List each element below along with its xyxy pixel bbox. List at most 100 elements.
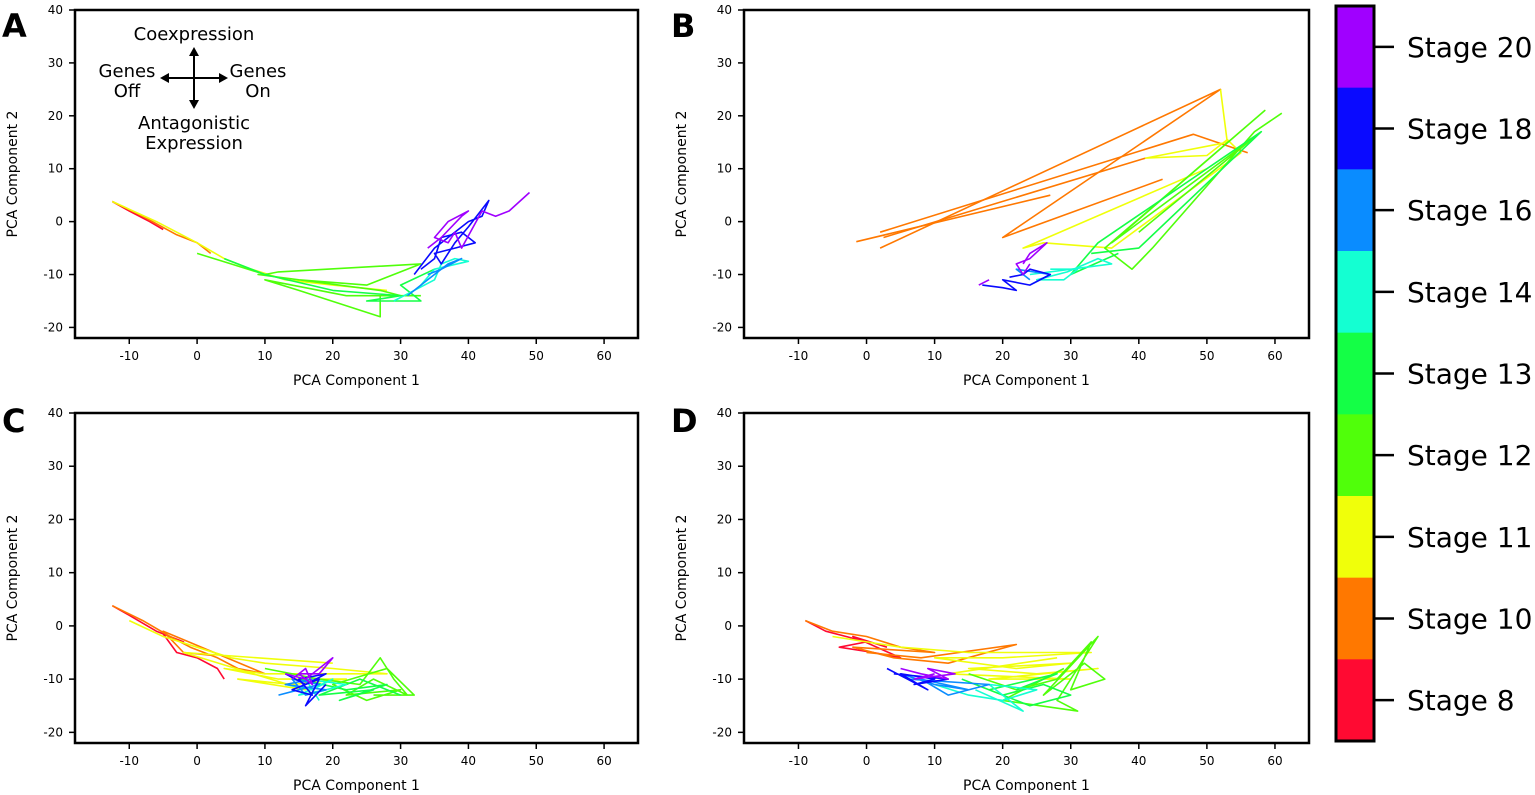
inset-label-genes-off: Genes Off [99, 61, 156, 102]
y-tick-label: 20 [48, 512, 63, 526]
inset-label-line: Off [114, 81, 141, 102]
x-tick-label: 10 [257, 754, 272, 768]
inset-label-line: Antagonistic [138, 113, 250, 134]
y-axis-title: PCA Component 2 [674, 111, 690, 238]
x-tick-label: -10 [789, 349, 809, 363]
arrowhead-up [189, 47, 199, 56]
colorbar-label: Stage 8 [1407, 684, 1515, 717]
colorbar-label: Stage 12 [1407, 439, 1532, 472]
plot-frame [73, 8, 640, 340]
panel-a: -10 0 10 20 30 40 50 60 -20 -10 0 10 20 30 40 PCA Compo… [2, 3, 640, 389]
plot-frame [73, 411, 640, 745]
y-tick-label: -20 [43, 320, 63, 334]
y-tick-label: 0 [55, 619, 63, 633]
x-tick-label: 40 [1131, 349, 1146, 363]
series-line [111, 604, 266, 675]
y-tick-label: 40 [48, 3, 63, 17]
y-tick-label: -20 [43, 725, 63, 739]
colorbar-label: Stage 20 [1407, 31, 1532, 64]
x-tick-label: 60 [596, 349, 611, 363]
x-tick-label: 0 [193, 754, 201, 768]
series-group [111, 191, 531, 318]
y-tick-label: 10 [717, 566, 732, 580]
y-tick-label: 10 [48, 162, 63, 176]
series-group [111, 604, 416, 707]
panel-c: -10 0 10 20 30 40 50 60 -20 -10 0 10 20 30 40 PCA Compo… [2, 402, 640, 794]
x-tick-label: 0 [863, 349, 871, 363]
series-group [804, 619, 1106, 712]
arrowhead-right [219, 73, 228, 83]
colorbar-segment [1336, 251, 1374, 334]
series-line [1029, 257, 1113, 281]
x-tick-label: 30 [1063, 754, 1078, 768]
x-axis-title: PCA Component 1 [293, 373, 420, 389]
x-tick-label: 40 [1131, 754, 1146, 768]
colorbar-segment [1336, 169, 1374, 252]
panel-b: -10 0 10 20 30 40 50 60 -20 -10 0 10 20 30 40 PCA Compo… [671, 3, 1311, 389]
series-line [968, 635, 1106, 712]
x-tick-label: 30 [1063, 349, 1078, 363]
plot-frame [742, 411, 1311, 745]
colorbar-segment [1336, 332, 1374, 415]
series-line [427, 191, 531, 249]
series-line [978, 279, 990, 286]
y-tick-label: 40 [717, 406, 732, 420]
inset-label-line: Genes [230, 61, 287, 82]
x-tick-label: 20 [995, 754, 1010, 768]
arrowhead-left [160, 73, 169, 83]
inset-label-genes-on: Genes On [230, 61, 287, 102]
series-line [1015, 242, 1048, 276]
panel-letter: D [671, 402, 698, 440]
colorbar-label: Stage 10 [1407, 603, 1532, 636]
series-line [886, 667, 950, 691]
x-tick-label: 10 [927, 754, 942, 768]
series-line [805, 619, 1018, 665]
series-line [284, 672, 327, 707]
x-axis-title: PCA Component 1 [963, 373, 1090, 389]
y-tick-label: 20 [717, 512, 732, 526]
colorbar-label: Stage 13 [1407, 358, 1532, 391]
series-line [111, 200, 388, 292]
y-tick-label: 20 [717, 109, 732, 123]
series-group [856, 88, 1283, 292]
series-line [1022, 89, 1242, 249]
x-tick-label: 30 [393, 754, 408, 768]
series-line [111, 200, 212, 255]
y-axis-title: PCA Component 2 [5, 515, 21, 642]
y-tick-label: 20 [48, 109, 63, 123]
series-line [832, 635, 1099, 680]
colorbar-segment [1336, 6, 1374, 89]
inset-label-line: Coexpression [134, 24, 255, 45]
panel-letter: B [671, 7, 695, 45]
x-tick-label: -10 [789, 754, 809, 768]
y-tick-label: -10 [43, 672, 63, 686]
x-tick-label: -10 [119, 754, 139, 768]
y-axis-title: PCA Component 2 [5, 111, 21, 238]
x-tick-label: 50 [1199, 349, 1214, 363]
x-tick-label: 60 [1267, 349, 1282, 363]
colorbar-label: Stage 16 [1407, 194, 1532, 227]
y-tick-label: 40 [48, 406, 63, 420]
colorbar-segment [1336, 659, 1374, 742]
x-tick-label: -10 [119, 349, 139, 363]
panel-d: -10 0 10 20 30 40 50 60 -20 -10 0 10 20 30 40 PCA Compo… [671, 402, 1311, 794]
series-line [223, 257, 435, 302]
series-line [982, 268, 1052, 292]
series-line [934, 683, 1038, 712]
x-tick-label: 30 [393, 349, 408, 363]
colorbar-segment [1336, 496, 1374, 579]
series-line [879, 133, 1248, 233]
x-axis-title: PCA Component 1 [293, 778, 420, 794]
series-line [298, 678, 401, 702]
x-tick-label: 10 [927, 349, 942, 363]
y-tick-label: -20 [712, 320, 732, 334]
x-tick-label: 60 [1267, 754, 1282, 768]
y-tick-label: -10 [712, 268, 732, 282]
plot-frame [742, 8, 1311, 340]
colorbar-label: Stage 14 [1407, 276, 1532, 309]
series-line [406, 257, 463, 297]
x-tick-label: 50 [529, 754, 544, 768]
colorbar-label: Stage 11 [1407, 521, 1532, 554]
y-tick-label: 0 [55, 215, 63, 229]
series-line [856, 194, 1051, 243]
